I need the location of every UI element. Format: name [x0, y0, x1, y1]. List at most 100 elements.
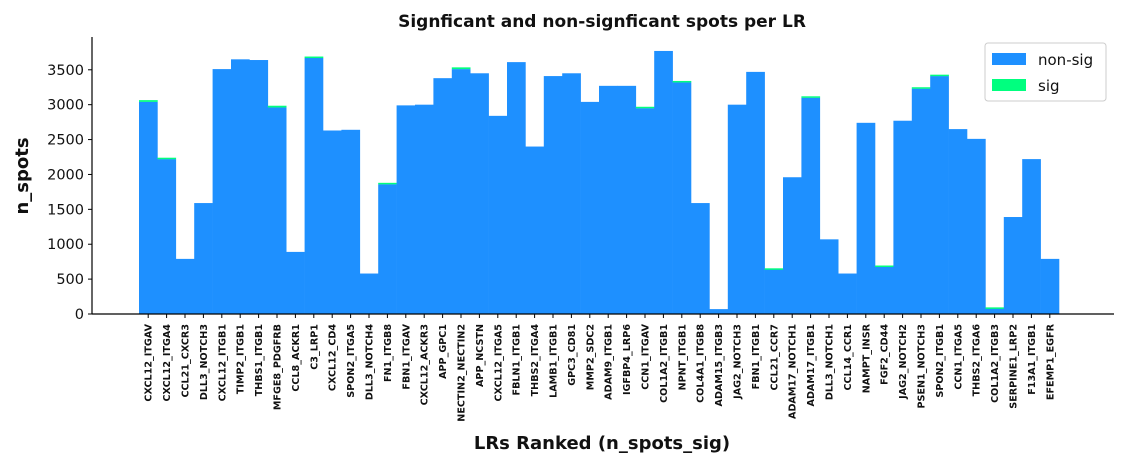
x-tick-label: GPC3_CD81	[567, 324, 578, 386]
y-tick-label: 500	[56, 272, 84, 288]
bar-non-sig-COL1A2_ITGB3	[985, 308, 1005, 314]
bar-non-sig-F13A1_ITGB1	[1022, 159, 1041, 314]
x-tick-label: SERPINE1_LRP2	[1009, 324, 1020, 409]
y-ticks-group: 0 500 1000 1500 2000 2500 3000 3500	[47, 63, 92, 323]
x-tick-label: MMP2_SDC2	[585, 324, 596, 390]
bar-sig-SPON2_ITGB1	[930, 74, 949, 77]
bar-non-sig-DLL3_NOTCH1	[819, 239, 839, 314]
bar-sig-PSEN1_NOTCH3	[911, 87, 931, 89]
bar-non-sig-ADAM17_ITGB1	[801, 97, 821, 314]
x-tick-label: MFGE8_PDGFRB	[273, 324, 284, 410]
x-tick-label: FBN1_ITGAV	[401, 323, 412, 389]
bar-non-sig-FGF2_CD44	[875, 266, 894, 314]
x-tick-label: THBS2_ITGA6	[972, 324, 983, 397]
bar-non-sig-CCN1_ITGA5	[948, 129, 968, 314]
x-tick-label: FN1_ITGB8	[383, 324, 394, 382]
bar-non-sig-JAG2_NOTCH3	[727, 104, 747, 314]
bar-non-sig-CCN1_ITGAV	[635, 108, 655, 314]
bar-sig-CCL21_CCR7	[764, 268, 784, 270]
bar-non-sig-CXCL12_ITGA4	[157, 159, 177, 314]
x-tick-label: CXCL12_CD4	[328, 324, 339, 391]
bar-sig-FGF2_CD44	[875, 265, 894, 268]
bar-non-sig-FBN1_ITGB1	[746, 71, 765, 314]
x-tick-label: CCL8_ACKR1	[291, 324, 302, 392]
x-tick-label: APP_NCSTN	[475, 324, 486, 387]
x-tick-label: C3_LRP1	[309, 324, 320, 370]
bar-non-sig-ADAM15_ITGB3	[709, 309, 729, 314]
x-tick-label: DLL3_NOTCH3	[199, 324, 210, 400]
bar-non-sig-CXCL12_ITGAV	[139, 101, 158, 315]
x-tick-label: CXCL12_ITGB1	[217, 324, 228, 402]
bar-sig-NECTIN2_NECTIN2	[451, 67, 471, 70]
bar-non-sig-COL4A1_ITGB8	[691, 203, 710, 314]
x-tick-label: THBS1_ITGB1	[254, 324, 265, 397]
bar-non-sig-IGFBP4_LRP6	[617, 85, 637, 314]
chart-title: Signficant and non-signficant spots per …	[398, 12, 806, 32]
bar-non-sig-DLL3_NOTCH4	[359, 273, 379, 314]
x-tick-label: LAMB1_ITGB1	[549, 324, 560, 398]
bar-non-sig-DLL3_NOTCH3	[194, 203, 213, 314]
bar-sig-COL1A2_ITGB3	[985, 307, 1005, 309]
x-tick-label: COL1A2_ITGB1	[659, 324, 670, 403]
bar-sig-C3_LRP1	[304, 56, 324, 59]
x-tick-label: ADAM17_NOTCH1	[788, 324, 799, 419]
bar-non-sig-GPC3_CD81	[562, 73, 581, 315]
bar-non-sig-C3_LRP1	[304, 57, 324, 314]
y-tick-label: 3000	[47, 98, 84, 114]
y-tick-label: 2500	[47, 133, 84, 149]
x-tick-label: ADAM17_ITGB1	[806, 324, 817, 407]
x-tick-label: JAG2_NOTCH2	[898, 324, 909, 400]
x-tick-label: NAMPT_INSR	[861, 323, 872, 393]
bar-non-sig-THBS2_ITGA6	[967, 138, 986, 314]
x-tick-label: CXCL12_ACKR3	[420, 324, 431, 405]
x-tick-label: ADAM9_ITGB1	[604, 324, 615, 400]
bar-non-sig-NECTIN2_NECTIN2	[451, 69, 471, 314]
x-axis-label: LRs Ranked (n_spots_sig)	[474, 433, 730, 454]
bar-non-sig-FN1_ITGB8	[378, 184, 397, 314]
bar-non-sig-SPON2_ITGB1	[930, 76, 949, 314]
x-ticks-group: CXCL12_ITGAV CXCL12_ITGA4 CCL21_CXCR3 DLL3_…	[144, 314, 1056, 422]
bar-non-sig-SERPINE1_LRP2	[1003, 217, 1023, 314]
x-tick-label: NPNT_ITGB1	[677, 324, 688, 391]
y-axis-label: n_spots	[12, 137, 33, 214]
bar-non-sig-LAMB1_ITGB1	[543, 76, 563, 314]
axes-group	[91, 37, 1114, 315]
y-tick-label: 2000	[47, 167, 84, 183]
bar-sig-MFGE8_PDGFRB	[267, 105, 287, 108]
bar-non-sig-CXCL12_ITGA5	[488, 115, 508, 314]
bar-non-sig-THBS2_ITGA4	[525, 146, 545, 314]
x-tick-label: CXCL12_ITGAV	[144, 323, 155, 401]
bar-non-sig-ADAM17_NOTCH1	[783, 177, 802, 314]
bars-group	[139, 50, 1060, 315]
bar-non-sig-CCL14_CCR1	[838, 273, 857, 314]
bar-sig-CXCL12_ITGAV	[139, 100, 158, 102]
y-tick-label: 0	[75, 307, 84, 323]
bar-non-sig-FBLN1_ITGB1	[507, 62, 526, 314]
bar-non-sig-CXCL12_ACKR3	[415, 104, 434, 314]
y-tick-label: 1000	[47, 237, 84, 253]
y-tick-label: 1500	[47, 202, 84, 218]
x-tick-label: COL4A1_ITGB8	[696, 324, 707, 403]
legend-swatch-sig	[992, 79, 1026, 91]
bar-non-sig-MMP2_SDC2	[580, 101, 600, 315]
bar-non-sig-CCL21_CCR7	[764, 269, 784, 314]
bar-non-sig-APP_NCSTN	[470, 73, 489, 315]
bar-sig-FN1_ITGB8	[378, 182, 397, 185]
x-tick-label: F13A1_ITGB1	[1027, 324, 1038, 395]
y-tick-label: 3500	[47, 63, 84, 79]
bar-sig-CXCL12_ITGA4	[157, 157, 177, 160]
bar-non-sig-EFEMP1_EGFR	[1040, 258, 1060, 314]
x-tick-label: JAG2_NOTCH3	[733, 324, 744, 400]
x-tick-label: APP_GPC1	[438, 324, 449, 379]
bar-non-sig-PSEN1_NOTCH3	[911, 88, 931, 315]
legend-label-sig: sig	[1038, 77, 1060, 95]
legend-swatch-non-sig	[992, 53, 1026, 65]
x-tick-label: CXCL12_ITGA4	[162, 324, 173, 402]
bar-non-sig-ADAM9_ITGB1	[599, 85, 618, 314]
x-tick-label: COL1A2_ITGB3	[990, 324, 1001, 403]
bar-non-sig-NAMPT_INSR	[856, 122, 876, 314]
x-tick-label: CCL14_CCR1	[843, 324, 854, 391]
bar-non-sig-MFGE8_PDGFRB	[267, 107, 287, 314]
x-tick-label: SPON2_ITGB1	[935, 324, 946, 398]
x-tick-label: CCN1_ITGA5	[953, 324, 964, 390]
